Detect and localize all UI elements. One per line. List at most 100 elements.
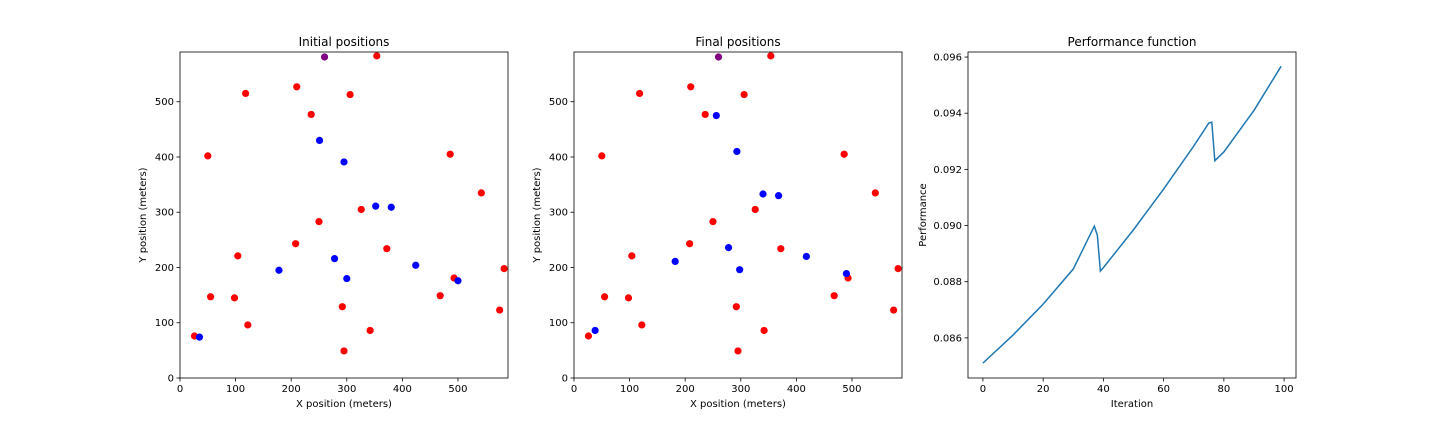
y-tick-label: 0	[562, 374, 568, 385]
point-blue-8	[454, 277, 462, 285]
point-red-8	[709, 218, 717, 226]
point-red-10	[777, 245, 785, 253]
point-red-10	[383, 245, 391, 253]
point-red-3	[346, 90, 354, 99]
x-axis-label: Iteration	[1111, 399, 1153, 410]
point-blue-2	[759, 190, 767, 198]
y-tick-label: 200	[155, 263, 174, 274]
x-axis-label: X position (meters)	[296, 399, 392, 410]
chart-2: Performance function 0 20 40 60 80 100 0.086 0.0…	[918, 35, 1297, 410]
point-red-19	[732, 303, 740, 311]
point-red-6	[446, 150, 454, 158]
y-axis-label: Performance	[918, 183, 929, 246]
series-line-performance	[982, 65, 1282, 364]
x-tick-label: 400	[393, 384, 412, 395]
point-blue-2	[372, 202, 380, 210]
point-blue-1	[733, 147, 741, 156]
point-blue-4	[275, 266, 283, 274]
chart-title: Final positions	[695, 35, 780, 49]
chart-title: Performance function	[1068, 35, 1197, 49]
point-red-2	[687, 83, 695, 91]
point-red-21	[496, 306, 504, 314]
x-tick-label: 0	[980, 384, 986, 395]
point-red-15	[230, 294, 239, 302]
point-red-6	[840, 150, 848, 158]
point-red-4	[307, 110, 315, 119]
point-red-9	[357, 205, 365, 214]
point-purple-0	[320, 53, 329, 61]
y-tick-label: 0.092	[933, 165, 962, 176]
point-red-5	[598, 152, 606, 160]
point-blue-7	[802, 252, 810, 261]
axes-frame	[179, 51, 509, 379]
point-red-1	[242, 89, 250, 98]
y-tick-label: 100	[155, 318, 174, 329]
y-axis-label: Y position (meters)	[138, 167, 149, 263]
chart-1: Final positions 0 100 200 300 400 500 0 100 200 30…	[532, 35, 903, 410]
point-red-16	[436, 292, 444, 300]
axes-frame	[967, 51, 1297, 379]
y-tick-label: 0.088	[933, 277, 962, 288]
point-blue-3	[387, 203, 395, 211]
point-red-7	[477, 189, 485, 197]
x-tick-label: 100	[620, 384, 639, 395]
point-red-0	[767, 52, 775, 60]
x-tick-label: 0	[571, 384, 577, 395]
point-red-8	[315, 218, 323, 226]
y-tick-label: 300	[155, 208, 174, 219]
point-red-2	[293, 83, 301, 91]
point-red-0	[373, 52, 381, 60]
point-red-23	[734, 347, 742, 355]
point-red-5	[204, 152, 212, 160]
point-blue-8	[842, 269, 851, 278]
point-red-12	[234, 252, 242, 260]
point-red-16	[830, 292, 838, 300]
point-blue-9	[195, 333, 204, 341]
point-red-11	[686, 240, 694, 248]
point-red-21	[890, 306, 898, 314]
point-red-20	[760, 326, 768, 335]
point-purple-0	[714, 53, 723, 61]
y-tick-label: 0.090	[933, 221, 962, 232]
plot-area	[584, 52, 902, 355]
point-blue-4	[724, 244, 733, 252]
y-tick-label: 400	[549, 152, 568, 163]
point-red-18	[244, 321, 252, 329]
point-red-11	[292, 240, 300, 248]
x-tick-label: 0	[177, 384, 183, 395]
x-tick-label: 300	[337, 384, 356, 395]
axes-frame	[573, 51, 903, 379]
point-red-7	[871, 189, 879, 197]
y-tick-label: 100	[549, 318, 568, 329]
point-red-14	[206, 293, 215, 301]
point-red-23	[340, 347, 348, 355]
point-red-18	[638, 321, 646, 329]
point-red-9	[751, 205, 759, 214]
y-tick-label: 0.086	[933, 333, 962, 344]
x-tick-label: 20	[1037, 384, 1050, 395]
point-red-12	[628, 252, 636, 260]
x-tick-label: 500	[448, 384, 467, 395]
point-blue-0	[712, 111, 720, 120]
x-tick-label: 80	[1217, 384, 1230, 395]
chart-title: Initial positions	[299, 35, 390, 49]
point-red-13	[500, 265, 508, 273]
point-red-20	[366, 326, 374, 335]
point-blue-6	[343, 274, 351, 283]
point-blue-0	[315, 136, 324, 145]
y-tick-label: 200	[549, 263, 568, 274]
x-tick-label: 40	[1097, 384, 1110, 395]
point-blue-1	[340, 158, 348, 166]
y-axis-label: Y position (meters)	[532, 167, 543, 263]
y-tick-label: 400	[155, 152, 174, 163]
x-tick-label: 500	[842, 384, 861, 395]
point-red-4	[701, 110, 709, 119]
point-blue-5	[330, 255, 339, 263]
point-red-13	[894, 265, 902, 273]
point-red-15	[624, 294, 633, 302]
point-red-22	[584, 332, 593, 340]
y-tick-label: 300	[549, 208, 568, 219]
x-tick-label: 100	[1275, 384, 1294, 395]
x-tick-label: 200	[676, 384, 695, 395]
x-tick-label: 60	[1157, 384, 1170, 395]
